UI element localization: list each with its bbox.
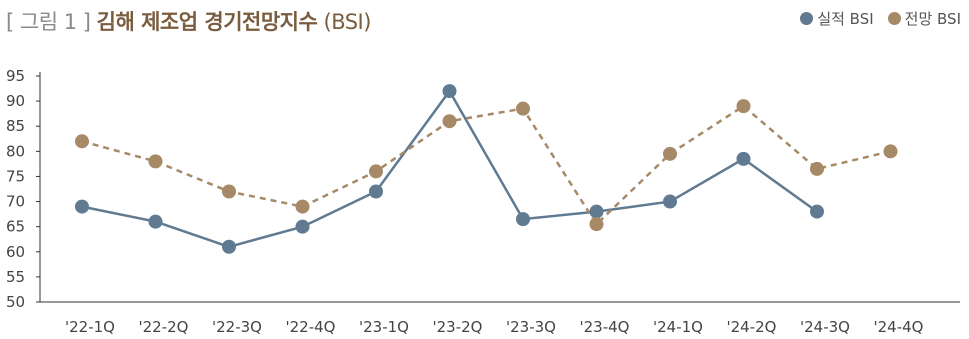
data-point-actual	[516, 212, 530, 227]
x-tick-label: '24-4Q	[874, 318, 924, 336]
data-point-actual	[75, 199, 89, 214]
data-point-forecast	[75, 134, 89, 149]
x-tick-label: '23-3Q	[506, 318, 556, 336]
data-point-forecast	[663, 146, 677, 161]
y-tick-label: 75	[6, 167, 25, 185]
x-tick-label: '22-2Q	[139, 318, 189, 336]
chart-title: [ 그림 1 ] 김해 제조업 경기전망지수 (BSI)	[6, 6, 371, 36]
title-bracket-close: ]	[82, 10, 91, 34]
data-point-forecast	[442, 114, 457, 129]
data-point-actual	[736, 151, 751, 166]
title-main: 김해 제조업 경기전망지수	[96, 10, 318, 34]
data-point-forecast	[295, 199, 310, 214]
legend-label-actual: 실적 BSI	[817, 10, 874, 28]
data-point-forecast	[736, 99, 751, 114]
data-point-actual	[222, 239, 236, 254]
data-point-actual	[810, 204, 824, 219]
x-tick-label: '24-2Q	[727, 318, 777, 336]
data-point-actual	[295, 219, 310, 234]
x-tick-label: '24-1Q	[653, 318, 703, 336]
x-tick-label: '23-2Q	[433, 318, 483, 336]
y-tick-label: 65	[6, 218, 25, 236]
y-tick-label: 90	[6, 92, 25, 110]
data-point-forecast	[369, 164, 383, 179]
data-point-actual	[148, 214, 163, 229]
data-point-forecast	[810, 161, 824, 176]
y-tick-label: 55	[6, 268, 25, 286]
legend-marker-actual	[800, 12, 814, 25]
legend-item-forecast: 전망 BSI	[887, 8, 961, 29]
y-tick-label: 95	[6, 67, 25, 85]
x-tick-label: '23-4Q	[580, 318, 630, 336]
title-bracket-open: [	[6, 10, 14, 34]
legend-item-actual: 실적 BSI	[800, 8, 874, 29]
x-tick-label: '22-4Q	[286, 318, 336, 336]
x-tick-label: '24-3Q	[800, 318, 850, 336]
series-line-forecast	[81, 104, 891, 227]
chart-legend: 실적 BSI 전망 BSI	[800, 8, 961, 29]
x-tick-label: '22-1Q	[65, 318, 115, 336]
x-tick-label: '22-3Q	[212, 318, 262, 336]
data-point-forecast	[589, 217, 604, 232]
y-tick-label: 60	[6, 243, 25, 261]
y-tick-label: 85	[6, 117, 25, 135]
data-point-actual	[369, 184, 383, 199]
data-point-actual	[589, 204, 604, 219]
data-point-actual	[663, 194, 677, 209]
title-suffix: (BSI)	[323, 10, 372, 34]
y-tick-label: 80	[6, 142, 25, 160]
title-figure-label: 그림 1	[19, 10, 77, 34]
x-tick-label: '23-1Q	[359, 318, 409, 336]
data-point-forecast	[516, 101, 530, 116]
legend-label-forecast: 전망 BSI	[904, 10, 961, 28]
data-point-forecast	[148, 154, 163, 169]
data-point-forecast	[883, 144, 898, 159]
y-tick-label: 70	[6, 193, 25, 211]
data-point-forecast	[222, 184, 236, 199]
y-tick-label: 50	[6, 293, 25, 311]
legend-marker-forecast	[887, 12, 901, 25]
data-point-actual	[442, 84, 457, 99]
